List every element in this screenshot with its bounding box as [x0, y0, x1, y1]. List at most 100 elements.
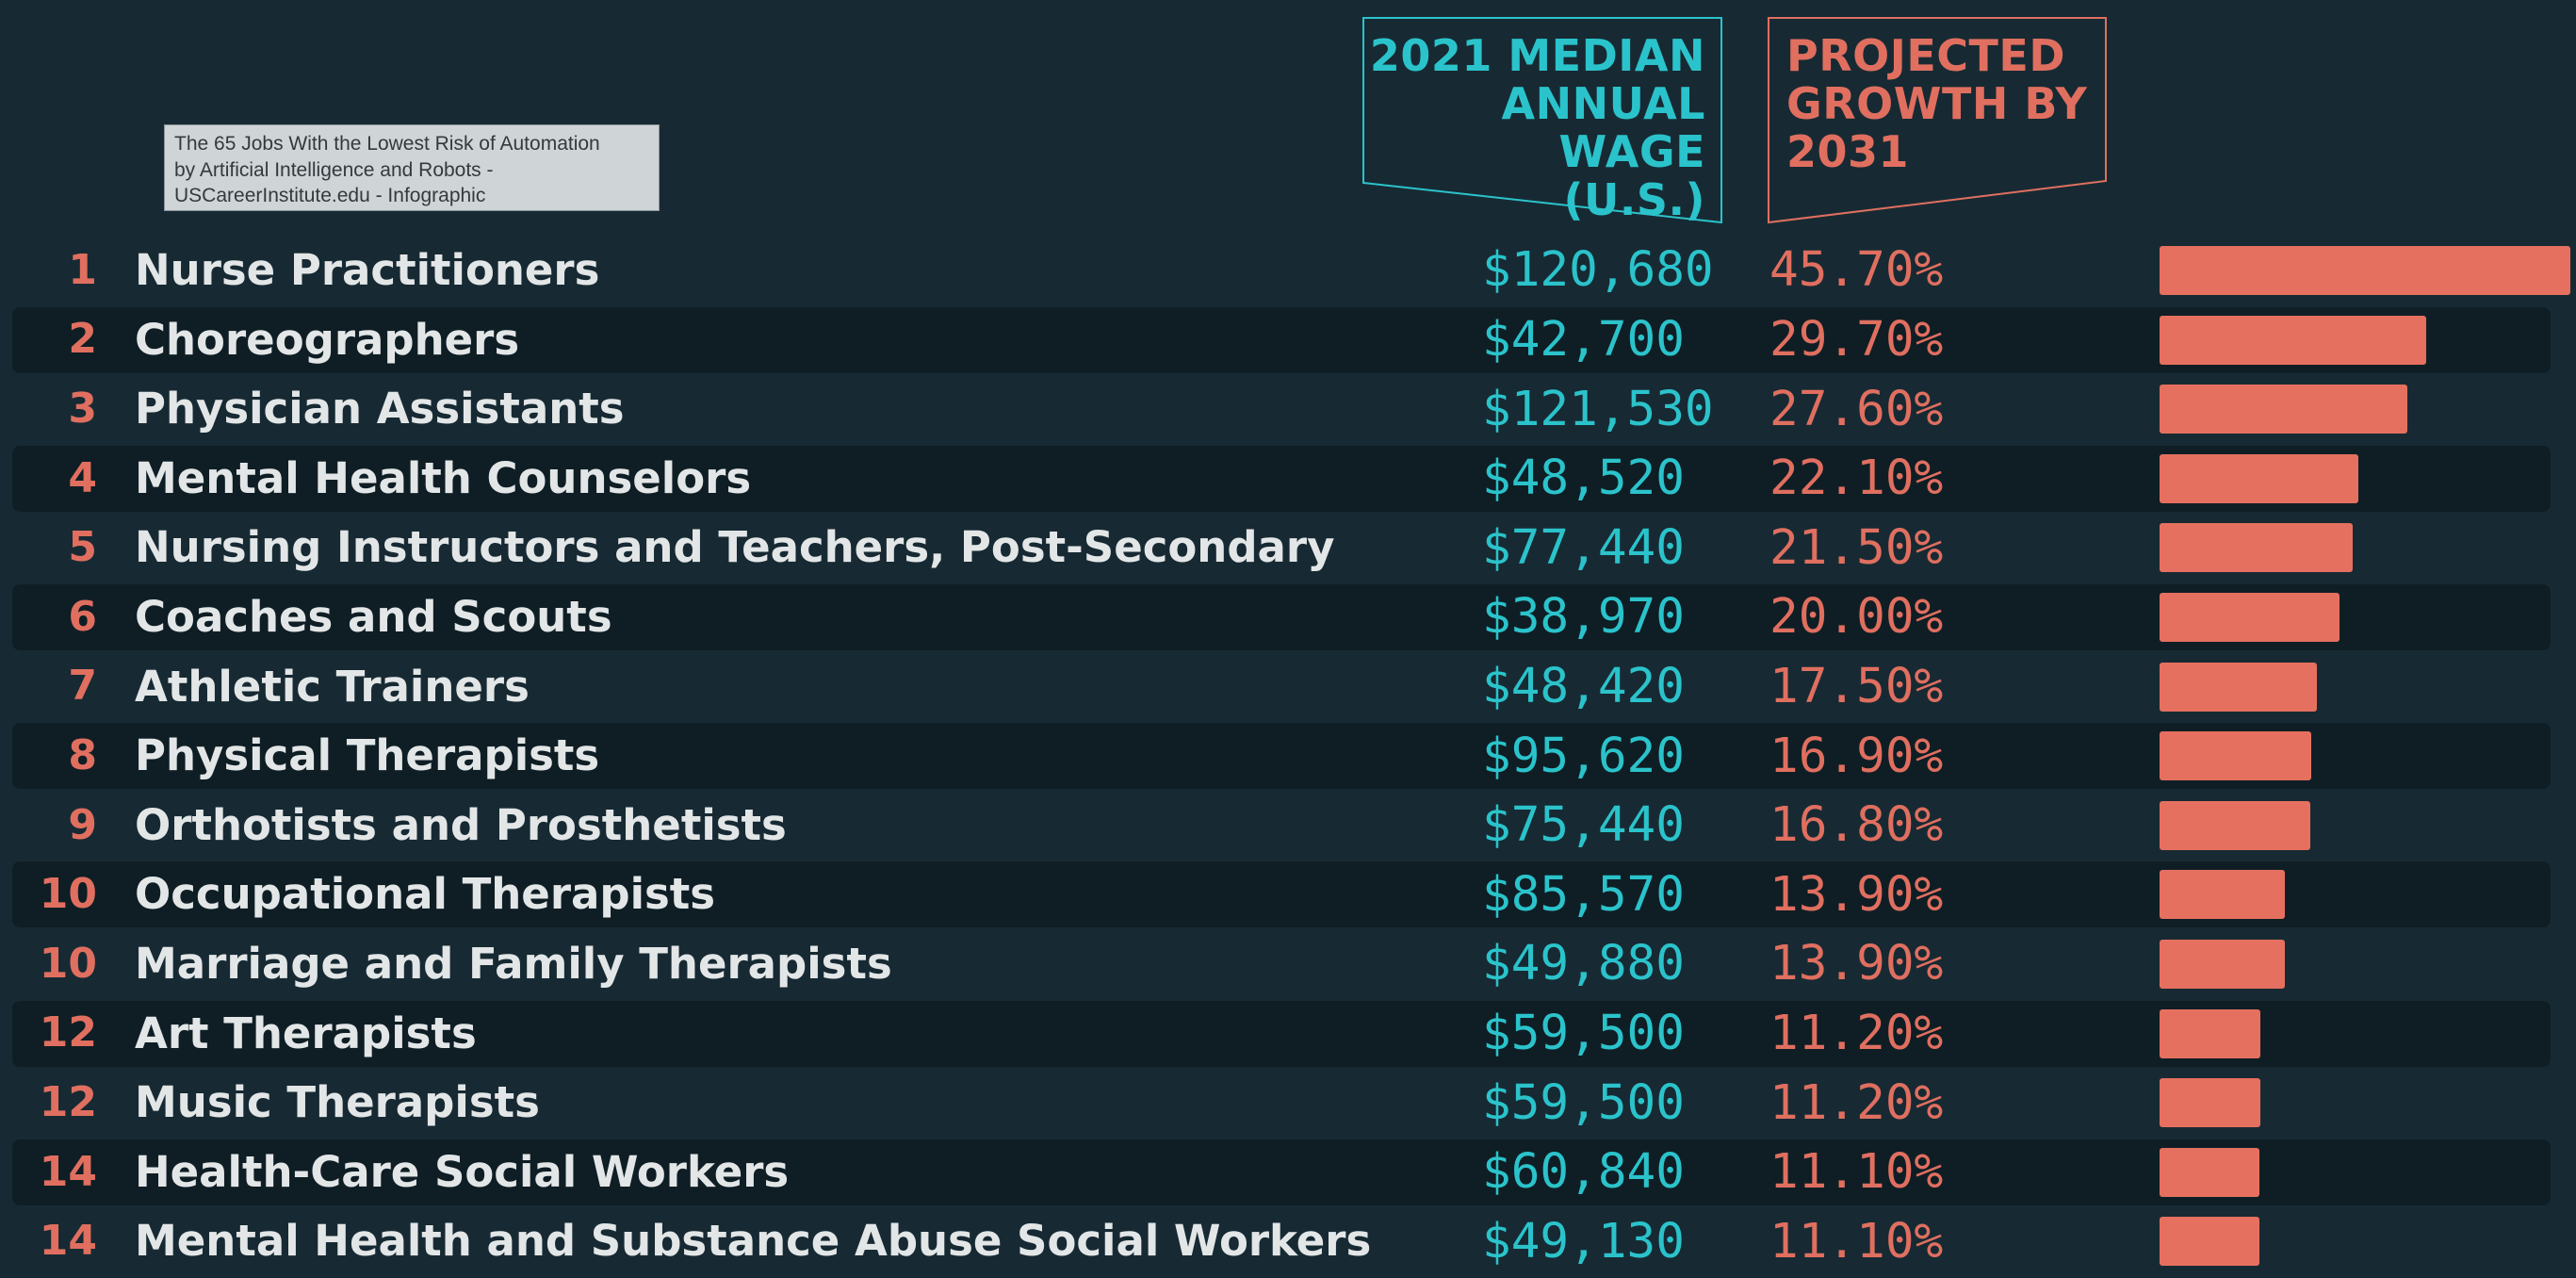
growth-bar [2160, 315, 2426, 365]
median-wage-value: $120,680 [1482, 242, 1714, 299]
table-row: 12 Music Therapists $59,500 11.20% [12, 1070, 2551, 1136]
growth-header-frame [1768, 17, 2107, 224]
table-row: 7 Athletic Trainers $48,420 17.50% [12, 654, 2551, 720]
median-wage-value: $59,500 [1482, 1074, 1685, 1131]
growth-bar [2160, 800, 2310, 850]
tooltip-line-3: USCareerInstitute.edu - Infographic [174, 185, 486, 206]
growth-value: 20.00% [1769, 589, 1944, 646]
table-row: 3 Physician Assistants $121,530 27.60% [12, 376, 2551, 442]
wage-header-line-2: ANNUAL WAGE [1501, 78, 1705, 177]
median-wage-value: $95,620 [1482, 728, 1685, 784]
median-wage-value: $59,500 [1482, 1005, 1685, 1061]
table-row: 12 Art Therapists $59,500 11.20% [12, 1000, 2551, 1067]
rank-label: 8 [68, 730, 97, 779]
growth-bar [2160, 523, 2353, 573]
growth-bar [2160, 1078, 2260, 1128]
job-title: Nursing Instructors and Teachers, Post-S… [135, 522, 1335, 573]
job-title: Coaches and Scouts [135, 592, 612, 643]
table-row: 9 Orthotists and Prosthetists $75,440 16.80… [12, 793, 2551, 859]
growth-bar [2160, 662, 2317, 712]
wage-header-line-1: 2021 MEDIAN [1369, 30, 1705, 81]
median-wage-value: $85,570 [1482, 866, 1685, 923]
rank-label: 1 [68, 245, 97, 294]
rank-label: 10 [39, 939, 97, 988]
table-row: 4 Mental Health Counselors $48,520 22.10% [12, 445, 2551, 512]
growth-value: 16.90% [1769, 728, 1944, 784]
growth-value: 22.10% [1769, 451, 1944, 507]
median-wage-value: $121,530 [1482, 381, 1714, 437]
growth-bar [2160, 731, 2311, 781]
median-wage-value: $49,130 [1482, 1213, 1685, 1270]
job-title: Marriage and Family Therapists [135, 939, 892, 990]
job-title: Physician Assistants [135, 384, 625, 434]
tooltip-line-1: The 65 Jobs With the Lowest Risk of Auto… [174, 133, 600, 155]
growth-header-line-3: 2031 [1786, 126, 1910, 177]
growth-bar [2160, 246, 2570, 295]
job-title: Music Therapists [135, 1077, 540, 1128]
table-row: 8 Physical Therapists $95,620 16.90% [12, 723, 2551, 790]
growth-bar [2160, 1217, 2259, 1267]
rank-label: 5 [68, 523, 97, 572]
table-row: 14 Health-Care Social Workers $60,840 11.10… [12, 1139, 2551, 1205]
rank-label: 6 [68, 592, 97, 641]
growth-bar [2160, 1147, 2259, 1197]
job-title: Athletic Trainers [135, 661, 530, 712]
growth-bar [2160, 1008, 2260, 1058]
growth-value: 16.80% [1769, 797, 1944, 854]
rank-label: 9 [68, 800, 97, 849]
growth-header-line-2: GROWTH BY [1786, 78, 2088, 129]
table-row: 10 Marriage and Family Therapists $49,880 1… [12, 931, 2551, 997]
growth-value: 11.20% [1769, 1074, 1944, 1131]
job-title: Mental Health Counselors [135, 452, 752, 503]
table-row: 14 Mental Health and Substance Abuse Soci… [12, 1208, 2551, 1274]
growth-header-line-1: PROJECTED [1786, 30, 2066, 81]
growth-value: 13.90% [1769, 866, 1944, 923]
growth-value: 17.50% [1769, 658, 1944, 714]
image-title-tooltip: The 65 Jobs With the Lowest Risk of Auto… [164, 124, 660, 211]
growth-value: 45.70% [1769, 242, 1944, 299]
median-wage-value: $48,520 [1482, 451, 1685, 507]
rank-label: 12 [39, 1008, 97, 1057]
tooltip-line-2: by Artificial Intelligence and Robots - [174, 158, 494, 181]
growth-header-label: PROJECTED GROWTH BY 2031 [1786, 32, 2087, 176]
job-title: Health-Care Social Workers [135, 1146, 790, 1197]
job-title: Orthotists and Prosthetists [135, 799, 787, 850]
wage-header-frame [1362, 17, 1722, 224]
wage-header-line-3: (U.S.) [1563, 174, 1705, 225]
median-wage-value: $48,420 [1482, 658, 1685, 714]
growth-bar [2160, 870, 2285, 920]
job-title: Occupational Therapists [135, 869, 716, 920]
table-row: 2 Choreographers $42,700 29.70% [12, 306, 2551, 373]
wage-header-label: 2021 MEDIAN ANNUAL WAGE (U.S.) [1362, 32, 1705, 224]
rank-label: 14 [39, 1217, 97, 1266]
rank-label: 2 [68, 315, 97, 364]
table-row: 5 Nursing Instructors and Teachers, Post-… [12, 515, 2551, 581]
growth-value: 21.50% [1769, 519, 1944, 576]
table-row: 1 Nurse Practitioners $120,680 45.70% [12, 238, 2570, 303]
median-wage-value: $49,880 [1482, 936, 1685, 992]
median-wage-value: $38,970 [1482, 589, 1685, 646]
median-wage-value: $75,440 [1482, 797, 1685, 854]
median-wage-value: $60,840 [1482, 1144, 1685, 1201]
growth-bar [2160, 593, 2340, 642]
job-title: Choreographers [135, 314, 520, 365]
growth-value: 11.20% [1769, 1005, 1944, 1061]
growth-value: 11.10% [1769, 1213, 1944, 1270]
rank-label: 10 [39, 870, 97, 919]
rank-label: 14 [39, 1147, 97, 1196]
rank-label: 7 [68, 662, 97, 711]
table-row: 6 Coaches and Scouts $38,970 20.00% [12, 584, 2551, 650]
growth-bar [2160, 385, 2407, 434]
median-wage-value: $42,700 [1482, 311, 1685, 368]
growth-value: 27.60% [1769, 381, 1944, 437]
table-row: 10 Occupational Therapists $85,570 13.90% [12, 861, 2551, 928]
growth-value: 29.70% [1769, 311, 1944, 368]
growth-value: 13.90% [1769, 936, 1944, 992]
growth-column-header: PROJECTED GROWTH BY 2031 [1768, 17, 2107, 224]
growth-bar [2160, 940, 2285, 989]
growth-bar [2160, 453, 2358, 503]
job-title: Physical Therapists [135, 730, 600, 781]
job-title: Art Therapists [135, 1008, 477, 1058]
